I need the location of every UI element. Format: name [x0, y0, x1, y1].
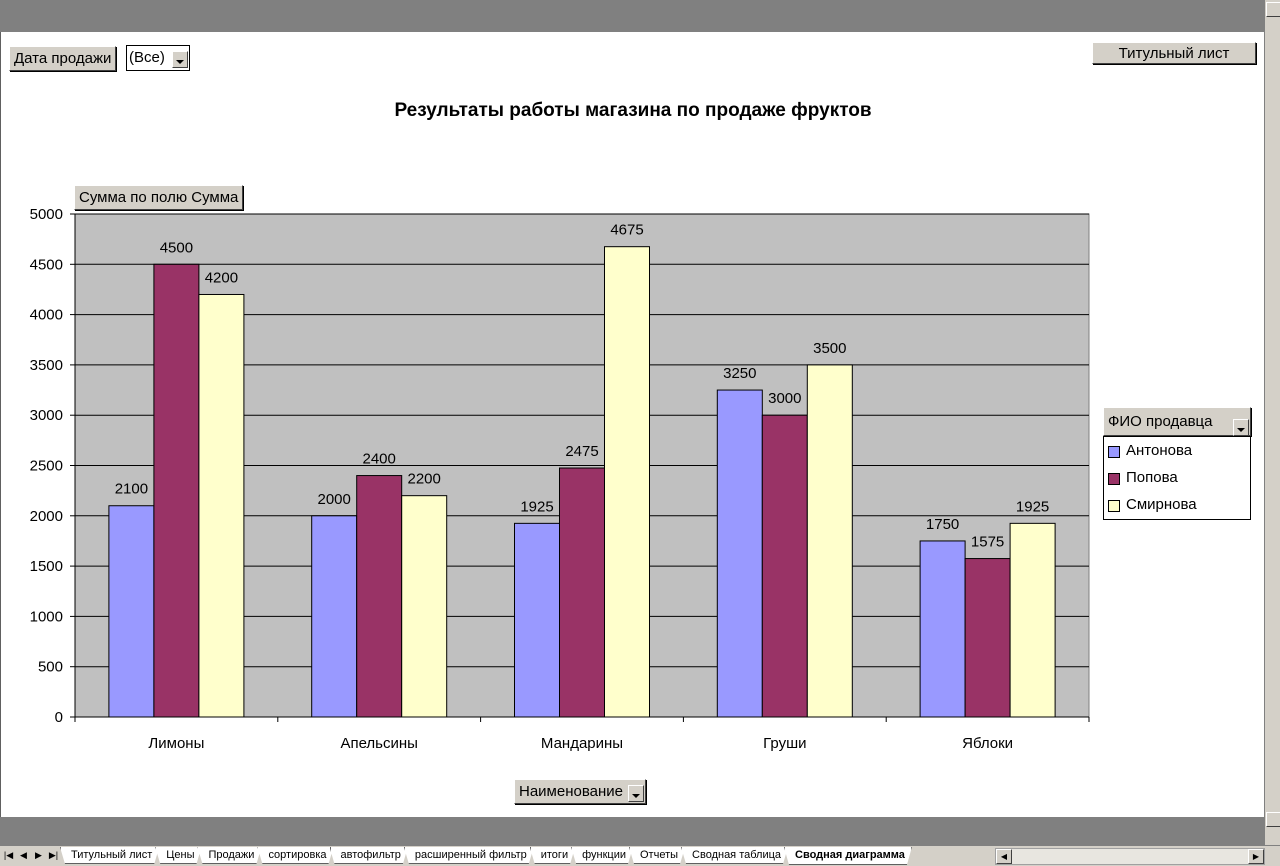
page-filter-dropdown[interactable]: (Все) [126, 45, 190, 71]
data-label: 1575 [971, 534, 1004, 551]
sheet-tab[interactable]: Титульный лист [60, 847, 159, 864]
x-tick-label: Апельсины [340, 735, 417, 752]
next-tab-icon[interactable]: ▶ [35, 850, 42, 860]
tab-nav-buttons: |◀ ◀ ▶ ▶| [2, 849, 60, 863]
bar [964, 558, 1011, 718]
sheet-tab[interactable]: Цены [155, 847, 201, 864]
prev-tab-icon[interactable]: ◀ [20, 850, 27, 860]
bar [604, 246, 650, 718]
data-label: 1925 [520, 498, 553, 515]
chart-title: Результаты работы магазина по продаже фр… [394, 100, 872, 121]
bar [1009, 522, 1056, 718]
data-labels: 2100 2000 1925 3250 1750 4500 2400 2475 3000 1575… [115, 222, 1050, 551]
bar-chart: 0 500 1000 1500 2000 2500 3000 3500 4000 4500 5000… [30, 206, 1090, 752]
bar [356, 475, 403, 718]
bar [311, 515, 358, 718]
legend-swatch [1108, 473, 1120, 485]
y-tick-label: 2000 [30, 508, 63, 525]
x-tick-label: Яблоки [962, 735, 1013, 752]
legend-swatch [1108, 500, 1120, 512]
bar [108, 505, 155, 718]
chevron-down-icon[interactable] [1233, 419, 1249, 436]
bar [559, 467, 605, 718]
bar [198, 293, 245, 718]
bar [761, 414, 808, 718]
legend-label: Антонова [1126, 442, 1193, 459]
data-label: 2100 [115, 481, 148, 498]
y-tick-label: 0 [55, 709, 63, 726]
category-field-label: Наименование [519, 783, 623, 800]
last-tab-icon[interactable]: ▶| [48, 850, 59, 860]
bar [514, 522, 560, 718]
legend-label: Попова [1126, 469, 1178, 486]
y-tick-label: 1000 [30, 608, 63, 625]
horizontal-scrollbar[interactable]: ◀ ▶ [995, 848, 1265, 865]
data-label: 2475 [565, 443, 598, 460]
sheet-tab[interactable]: итоги [530, 847, 575, 864]
data-label: 2200 [408, 471, 441, 488]
y-tick-label: 2500 [30, 458, 63, 475]
legend-label: Смирнова [1126, 496, 1197, 513]
status-band [0, 817, 1264, 845]
sheet-tab-bar: |◀ ◀ ▶ ▶| Титульный лист Цены Продажи сорти… [0, 845, 1280, 866]
series-field-button[interactable]: ФИО продавца [1103, 407, 1251, 436]
legend-swatch [1108, 446, 1120, 458]
data-label: 2000 [318, 491, 351, 508]
sheet-tab[interactable]: Отчеты [629, 847, 685, 864]
x-tick-label: Груши [763, 735, 806, 752]
chevron-down-icon[interactable] [172, 51, 188, 68]
bar [806, 364, 853, 718]
y-tick-label: 4500 [30, 256, 63, 273]
data-label: 4200 [205, 269, 238, 286]
vertical-scrollbar[interactable] [1264, 0, 1280, 845]
chevron-down-icon[interactable] [627, 785, 644, 802]
bar [153, 263, 200, 718]
scroll-up-icon[interactable] [1266, 2, 1280, 17]
y-tick-label: 3000 [30, 407, 63, 424]
y-tick-label: 5000 [30, 206, 63, 223]
data-label: 1750 [926, 516, 959, 533]
legend: Антонова Попова Смирнова [1103, 436, 1251, 520]
y-tick-label: 4000 [30, 307, 63, 324]
sheet-tab[interactable]: Продажи [197, 847, 261, 864]
bar [716, 389, 763, 718]
sheet-tab[interactable]: Сводная диаграмма [784, 847, 912, 865]
y-axis: 0 500 1000 1500 2000 2500 3000 3500 4000 4500 5000 [30, 206, 76, 726]
data-label: 1925 [1016, 498, 1049, 515]
data-label: 4500 [160, 239, 193, 256]
category-field-button[interactable]: Наименование [514, 779, 646, 804]
page-filter-value: (Все) [129, 49, 165, 66]
bars [108, 246, 1056, 718]
data-label: 2400 [363, 451, 396, 468]
data-label: 3000 [768, 390, 801, 407]
data-label: 3500 [813, 340, 846, 357]
scroll-left-icon[interactable]: ◀ [996, 849, 1012, 864]
y-tick-label: 500 [38, 659, 63, 676]
bar [401, 495, 448, 718]
sheet-tab[interactable]: функции [571, 847, 633, 864]
x-tick-label: Мандарины [541, 735, 623, 752]
window-top-band [0, 0, 1280, 32]
data-field-button[interactable]: Сумма по полю Сумма [74, 185, 244, 210]
sheet-tab[interactable]: автофильтр [330, 847, 408, 864]
data-label: 3250 [723, 365, 756, 382]
title-sheet-button[interactable]: Титульный лист [1092, 42, 1256, 64]
scroll-down-icon[interactable] [1266, 812, 1280, 827]
scroll-right-icon[interactable]: ▶ [1248, 849, 1264, 864]
x-axis: Лимоны Апельсины Мандарины Груши Яблоки [74, 716, 1090, 752]
sheet-tabs: Титульный лист Цены Продажи сортировка автоф… [64, 846, 912, 865]
series-field-label: ФИО продавца [1108, 413, 1213, 430]
y-tick-label: 3500 [30, 357, 63, 374]
sheet-tab[interactable]: расширенный фильтр [404, 847, 534, 864]
x-tick-label: Лимоны [148, 735, 204, 752]
bar [919, 540, 966, 718]
data-label: 4675 [610, 222, 643, 239]
y-tick-label: 1500 [30, 558, 63, 575]
sheet-tab[interactable]: сортировка [257, 847, 333, 864]
sheet-tab[interactable]: Сводная таблица [681, 847, 788, 864]
page-field-button[interactable]: Дата продажи [9, 46, 117, 71]
first-tab-icon[interactable]: |◀ [3, 850, 14, 860]
